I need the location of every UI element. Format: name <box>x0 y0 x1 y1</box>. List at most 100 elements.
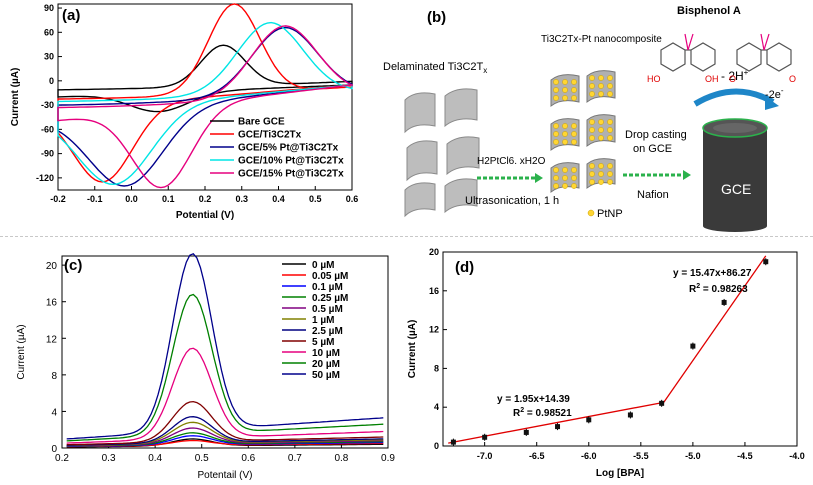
fit-r2-high: R2 = 0.98263 <box>689 283 748 295</box>
legend-entry: 10 µM <box>312 348 340 359</box>
y-tick-label: 4 <box>51 407 57 418</box>
pt-nanoparticle-dot <box>571 175 577 181</box>
y-tick-label: 60 <box>44 27 54 37</box>
nafion-label: Nafion <box>637 189 669 201</box>
y-tick-label: -120 <box>36 173 54 183</box>
legend-entry: Bare GCE <box>238 117 285 128</box>
pt-nanoparticle-dot <box>598 163 604 169</box>
pt-nanoparticle-dot <box>562 167 568 173</box>
data-point <box>690 343 696 349</box>
panel-d-label: (d) <box>455 259 474 276</box>
pt-nanoparticle-dot <box>598 91 604 97</box>
x-tick-label: 0.9 <box>381 453 395 464</box>
pt-nanoparticle-dot <box>553 131 559 137</box>
pt-nanoparticle-dot <box>607 171 613 177</box>
dpv-curve-10 <box>66 253 384 440</box>
data-point <box>523 429 529 435</box>
pt-nanoparticle-dot <box>598 83 604 89</box>
data-point <box>659 400 665 406</box>
dpv-curve-8 <box>66 347 384 444</box>
pt-nanoparticle-dot <box>562 139 568 145</box>
panel-b-schematic: (b) Delaminated Ti3C2Tx H2PtCl6. xH2O Ul… <box>383 5 796 232</box>
data-point <box>555 424 561 430</box>
x-tick-label: -5.0 <box>685 451 701 461</box>
pt-nanoparticle-dot <box>607 119 613 125</box>
oh-label: OH <box>705 74 719 84</box>
x-tick-label: 0.2 <box>55 453 69 464</box>
y-tick-label: -60 <box>41 124 54 134</box>
legend-entry: 50 µM <box>312 370 340 381</box>
y-tick-label: 12 <box>46 334 58 345</box>
nanocomposite-label: Ti3C2Tx-Pt nanocomposite <box>541 34 662 45</box>
pt-nanoparticle-dot <box>571 123 577 129</box>
ptnp-legend-dot <box>587 209 595 217</box>
fit-r2-low: R2 = 0.98521 <box>513 407 572 419</box>
x-tick-label: 0.1 <box>162 194 175 204</box>
x-tick-label: 0.3 <box>102 453 116 464</box>
pt-nanoparticle-dot <box>589 83 595 89</box>
x-tick-label: -6.5 <box>529 451 545 461</box>
panel-d-calibration-chart: (d) -7.0 -6.5 -6.0 -5.5 -5.0 -4.5 -4.0 0 4 8 12 16 20… <box>407 247 805 479</box>
quinone-structure <box>736 33 792 72</box>
x-tick-label: -0.1 <box>87 194 103 204</box>
minus-2h-label: - 2H+ <box>721 68 749 83</box>
panel-c-label: (c) <box>64 257 82 274</box>
gce-electrode <box>702 118 768 232</box>
pt-nanoparticle-dot <box>607 179 613 185</box>
x-tick-label: 0.0 <box>125 194 138 204</box>
pt-nanoparticle-dot <box>571 95 577 101</box>
legend-entry: GCE/5% Pt@Ti3C2Tx <box>238 143 339 154</box>
pt-nanoparticle-dot <box>553 79 559 85</box>
fit-equation-high: y = 15.47x+86.27 <box>673 268 752 279</box>
pt-nanoparticle-dot <box>571 183 577 189</box>
x-tick-label: 0.8 <box>334 453 348 464</box>
pt-nanoparticle-dot <box>598 179 604 185</box>
arrow-two-head <box>683 170 691 180</box>
data-point <box>627 412 633 418</box>
y-tick-label: 20 <box>46 261 58 272</box>
y-tick-label: 8 <box>434 363 439 373</box>
pt-nanoparticle-dot <box>571 79 577 85</box>
pt-nanoparticle-dot <box>553 183 559 189</box>
legend-entry: 0.5 µM <box>312 304 343 315</box>
pt-nanoparticle-dot <box>589 127 595 133</box>
pt-nanoparticle-dot <box>553 87 559 93</box>
y-tick-label: 12 <box>429 325 439 335</box>
y-axis-label: Current (µA) <box>10 68 21 127</box>
data-point <box>482 434 488 440</box>
data-point <box>586 417 592 423</box>
pt-nanoparticle-dot <box>589 171 595 177</box>
panel-c-dpv-chart: (c) 0.2 0.3 0.4 0.5 0.6 0.7 0.8 0.9 0 4 8 12 16 20 Pote… <box>16 253 395 481</box>
y-tick-label: 0 <box>51 444 57 455</box>
legend-entry: 0 µM <box>312 260 334 271</box>
dpv-curve-9 <box>66 293 384 442</box>
x-tick-label: 0.7 <box>288 453 302 464</box>
dpv-curve-6 <box>66 416 384 446</box>
fit-equation-low: y = 1.95x+14.39 <box>497 394 570 405</box>
x-axis-label: Potential (V) <box>176 210 234 221</box>
y-tick-label: -90 <box>41 149 54 159</box>
x-tick-label: 0.4 <box>272 194 285 204</box>
legend-entry: 2.5 µM <box>312 326 343 337</box>
x-tick-label: 0.5 <box>309 194 322 204</box>
x-tick-label: -5.5 <box>633 451 649 461</box>
minus-2e-label: -2e- <box>765 86 784 101</box>
x-tick-label: -4.0 <box>789 451 805 461</box>
x-axis-label: Potentail (V) <box>197 470 252 481</box>
pt-nanoparticle-dot <box>607 135 613 141</box>
y-tick-label: -30 <box>41 100 54 110</box>
x-tick-label: -4.5 <box>737 451 753 461</box>
dpv-curve-7 <box>66 400 384 446</box>
pt-nanoparticle-dot <box>571 87 577 93</box>
legend-entry: 1 µM <box>312 315 334 326</box>
x-tick-label: 0.6 <box>241 453 255 464</box>
pt-nanoparticle-dot <box>598 135 604 141</box>
legend-entry: 0.25 µM <box>312 293 348 304</box>
reaction-arrow <box>693 88 775 107</box>
pt-nanoparticle-dot <box>562 175 568 181</box>
arrow-one-head <box>535 173 543 183</box>
pt-nanoparticle-dot <box>589 135 595 141</box>
pt-nanoparticle-dot <box>589 75 595 81</box>
x-tick-label: 0.6 <box>346 194 359 204</box>
legend-entry: 0.1 µM <box>312 282 343 293</box>
